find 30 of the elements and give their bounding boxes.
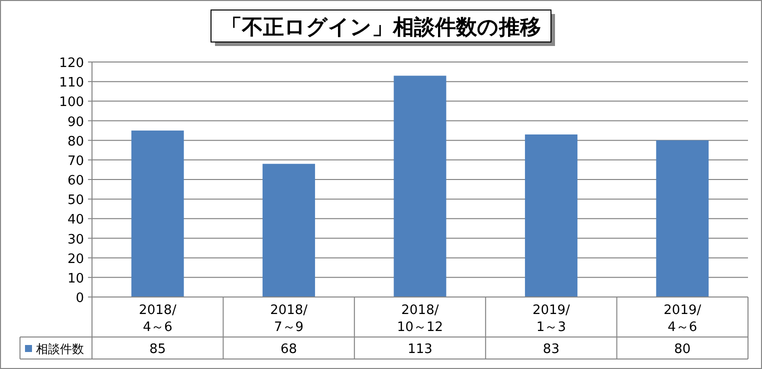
y-tick-label: 40 xyxy=(67,212,84,228)
bar xyxy=(131,130,184,297)
legend-label: 相談件数 xyxy=(36,342,84,356)
y-tick-label: 60 xyxy=(67,174,84,188)
x-tick-label: 2019/4～6 xyxy=(664,303,702,335)
y-tick-label: 90 xyxy=(67,114,84,130)
x-tick-label: 2019/1～3 xyxy=(532,303,571,335)
x-tick-label: 2018/7～9 xyxy=(270,303,308,335)
data-label: 80 xyxy=(674,342,691,357)
y-tick-label: 0 xyxy=(76,291,84,306)
y-tick-label: 70 xyxy=(67,154,84,169)
y-tick-label: 120 xyxy=(59,56,84,71)
y-tick-label: 30 xyxy=(67,232,84,248)
x-tick-label: 2018/4～6 xyxy=(138,303,177,335)
y-tick-label: 50 xyxy=(67,193,84,208)
data-label: 113 xyxy=(408,342,432,357)
chart-title: 「不正ログイン」相談件数の推移 xyxy=(221,15,541,39)
y-tick-label: 20 xyxy=(67,252,84,267)
data-label: 68 xyxy=(280,342,298,357)
data-label: 85 xyxy=(149,342,166,357)
y-tick-label: 10 xyxy=(67,271,84,286)
x-tick-label: 2018/10～12 xyxy=(396,303,444,335)
data-label: 83 xyxy=(542,342,560,357)
bar xyxy=(524,134,578,297)
bar xyxy=(394,76,446,297)
y-tick-label: 80 xyxy=(67,134,84,150)
bar xyxy=(656,140,709,297)
bar xyxy=(262,164,316,297)
y-tick-label: 100 xyxy=(59,95,84,110)
y-tick-label: 110 xyxy=(59,76,84,91)
